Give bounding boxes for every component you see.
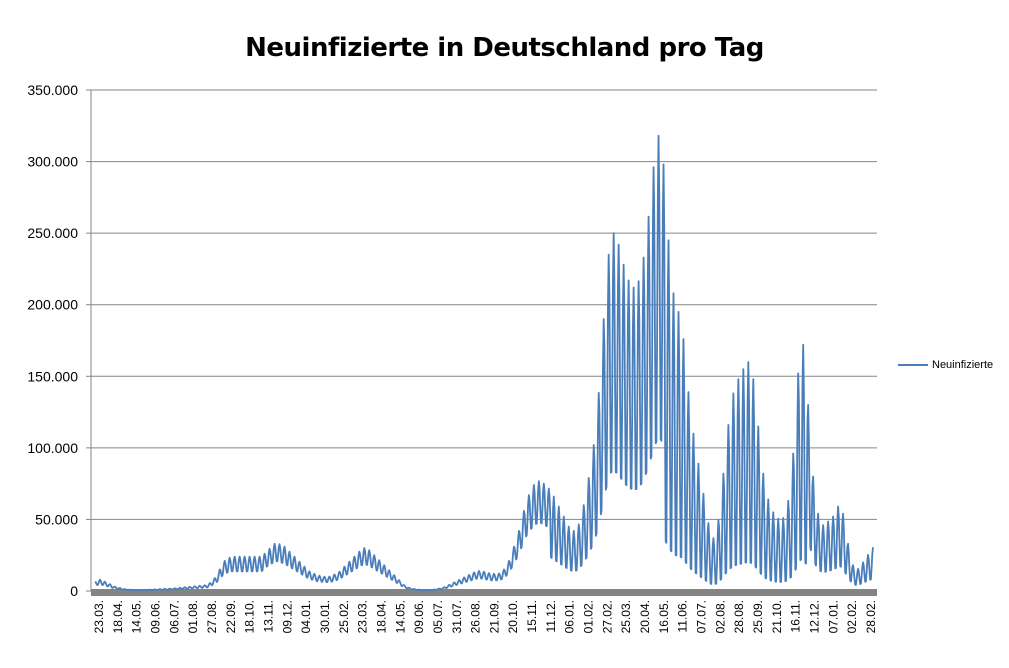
- y-axis: 0 50.000 100.000 150.000 200.000 250.000 300.0…: [27, 82, 91, 599]
- x-tick-label: 04.01.: [299, 600, 313, 633]
- x-tick-label: 21.09.: [487, 600, 501, 633]
- x-tick-label: 27.08.: [205, 600, 219, 633]
- x-tick-label: 25.03.: [619, 600, 633, 633]
- x-tick-label: 09.12.: [280, 600, 294, 633]
- x-tick-label: 21.10.: [770, 600, 784, 633]
- x-tick-label: 31.07.: [450, 600, 464, 633]
- x-tick-label: 01.08.: [186, 600, 200, 633]
- legend-label-neuinfizierte: Neuinfizierte: [932, 359, 994, 371]
- y-tick-label: 50.000: [35, 511, 78, 527]
- x-tick-label: 01.02.: [582, 600, 596, 633]
- x-tick-label: 18.04.: [111, 600, 125, 633]
- x-tick-label: 30.01.: [318, 600, 332, 633]
- x-tick-label: 18.10.: [243, 600, 257, 633]
- x-tick-label: 23.03.: [356, 600, 370, 633]
- x-tick-label: 07.07.: [695, 600, 709, 633]
- y-tick-label: 150.000: [27, 368, 78, 384]
- x-tick-label: 25.02.: [337, 600, 351, 633]
- x-tick-label: 23.03.: [92, 600, 106, 633]
- x-tick-label: 07.01.: [826, 600, 840, 633]
- legend: Neuinfizierte: [898, 356, 993, 374]
- legend-swatch-neuinfizierte: [898, 364, 928, 366]
- x-tick-label: 16.11.: [789, 600, 803, 632]
- gridlines: [91, 89, 877, 520]
- x-tick-label: 09.06.: [412, 600, 426, 633]
- y-tick-label: 200.000: [27, 297, 78, 313]
- y-tick-label: 250.000: [27, 225, 78, 241]
- x-tick-label: 06.07.: [167, 600, 181, 633]
- x-tick-label: 22.09.: [224, 600, 238, 633]
- x-tick-label: 14.05.: [393, 600, 407, 633]
- x-tick-label: 09.06.: [148, 600, 162, 633]
- x-tick-label: 16.05.: [657, 600, 671, 633]
- x-tick-label: 27.02.: [600, 600, 614, 633]
- x-tick-label: 26.08.: [469, 600, 483, 633]
- x-tick-label: 15.11.: [525, 600, 539, 632]
- x-tick-label: 20.10.: [506, 600, 520, 633]
- x-axis-line: [91, 589, 877, 596]
- x-tick-label: 28.08.: [732, 600, 746, 633]
- x-tick-label: 12.12.: [808, 600, 822, 633]
- y-tick-label: 0: [70, 583, 78, 599]
- series-line-neuinfizierte: [94, 134, 874, 592]
- x-tick-label: 11.12.: [544, 600, 558, 632]
- x-tick-label: 28.02.: [864, 600, 878, 633]
- x-tick-label: 13.11.: [261, 600, 275, 632]
- series-neuinfizierte: [94, 134, 874, 592]
- chart-title: Neuinfizierte in Deutschland pro Tag: [245, 33, 764, 63]
- x-axis: 23.03. 18.04. 14.05. 09.06. 06.07. 01.08. 27.0…: [92, 600, 878, 633]
- x-tick-label: 25.09.: [751, 600, 765, 633]
- x-tick-label: 02.02.: [845, 600, 859, 633]
- y-tick-label: 100.000: [27, 440, 78, 456]
- y-tick-label: 300.000: [27, 154, 78, 170]
- x-tick-label: 02.08.: [713, 600, 727, 633]
- x-tick-label: 14.05.: [130, 600, 144, 633]
- x-tick-label: 05.07.: [431, 600, 445, 633]
- x-tick-label: 06.01.: [563, 600, 577, 633]
- x-tick-label: 18.04.: [374, 600, 388, 633]
- x-tick-label: 20.04.: [638, 600, 652, 633]
- x-tick-label: 11.06.: [676, 600, 690, 632]
- y-tick-label: 350.000: [27, 82, 78, 98]
